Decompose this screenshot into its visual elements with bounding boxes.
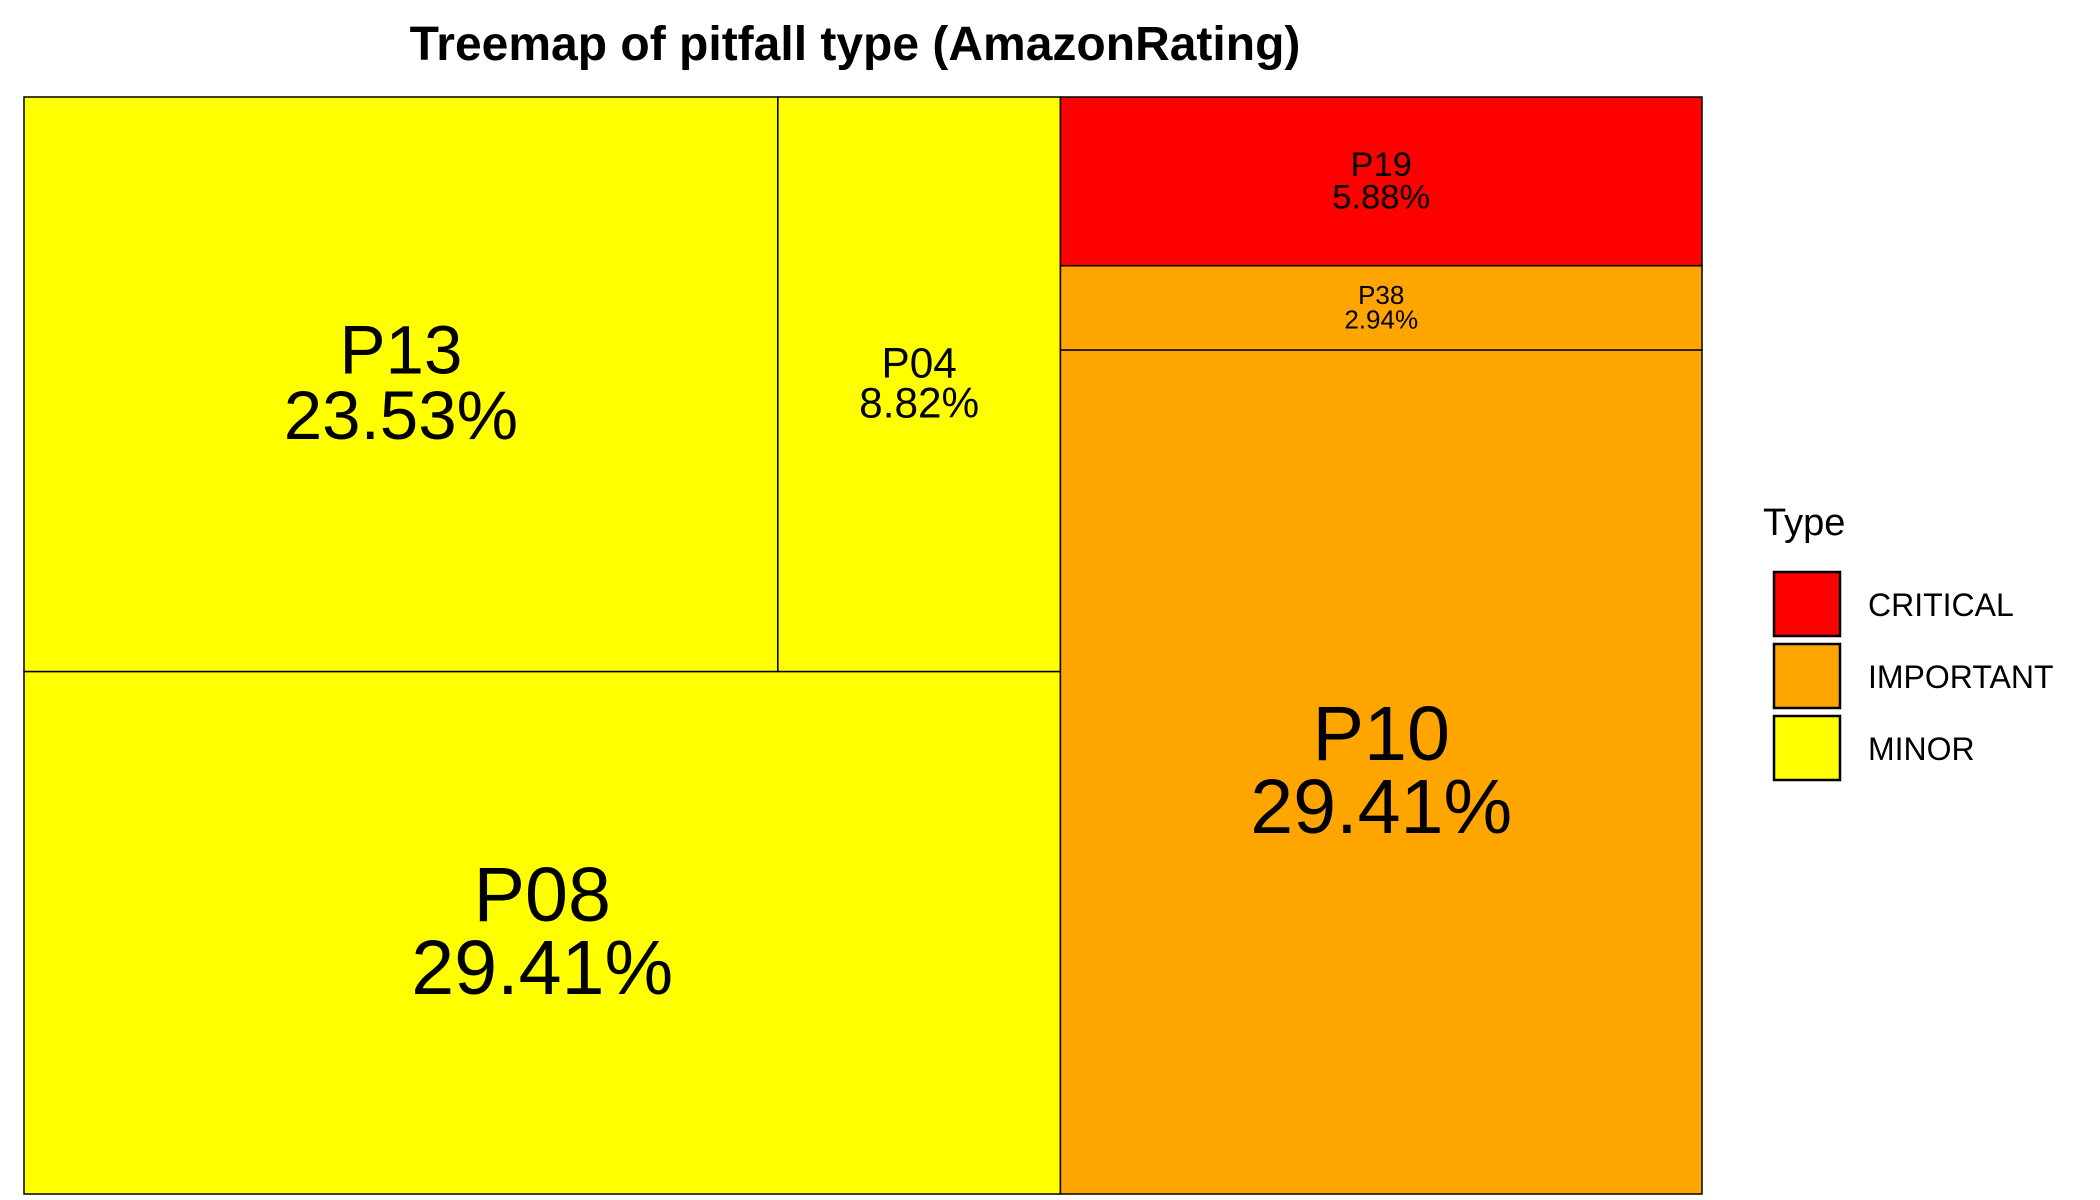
tile-p38-name: P38	[1358, 280, 1404, 310]
tile-p13	[23, 96, 779, 673]
treemap-tiles: P1323.53%P048.82%P0829.41%P195.88%P382.9…	[23, 96, 1703, 1195]
legend-swatch-important	[1772, 642, 1842, 710]
tile-p10	[1059, 349, 1703, 1195]
tile-p08-value: 29.41%	[411, 925, 673, 1011]
tile-p19-value: 5.88%	[1332, 179, 1430, 217]
tile-p08	[23, 670, 1062, 1195]
tile-p04-name: P04	[882, 340, 957, 387]
tile-p08-name: P08	[473, 852, 610, 938]
legend-swatch-critical	[1772, 570, 1842, 638]
tile-p10-value: 29.41%	[1250, 764, 1512, 850]
legend-swatch-minor	[1772, 714, 1842, 782]
tile-p10-name: P10	[1312, 691, 1449, 777]
tile-p04-value: 8.82%	[859, 380, 979, 427]
tile-p13-value: 23.53%	[284, 376, 518, 454]
chart-title: Treemap of pitfall type (AmazonRating)	[410, 18, 1301, 71]
tile-p38-value: 2.94%	[1344, 304, 1418, 334]
legend-title: Type	[1763, 502, 1845, 544]
legend-label-minor: MINOR	[1868, 731, 1975, 767]
tile-p19-name: P19	[1350, 146, 1411, 184]
legend-entries: CRITICAL IMPORTANT MINOR	[1772, 570, 2053, 782]
legend-label-important: IMPORTANT	[1868, 659, 2053, 695]
legend: Type CRITICAL IMPORTANT MINOR	[1763, 502, 2053, 782]
legend-label-critical: CRITICAL	[1868, 587, 2014, 623]
tile-p04	[777, 96, 1062, 673]
tile-p13-name: P13	[339, 311, 462, 389]
